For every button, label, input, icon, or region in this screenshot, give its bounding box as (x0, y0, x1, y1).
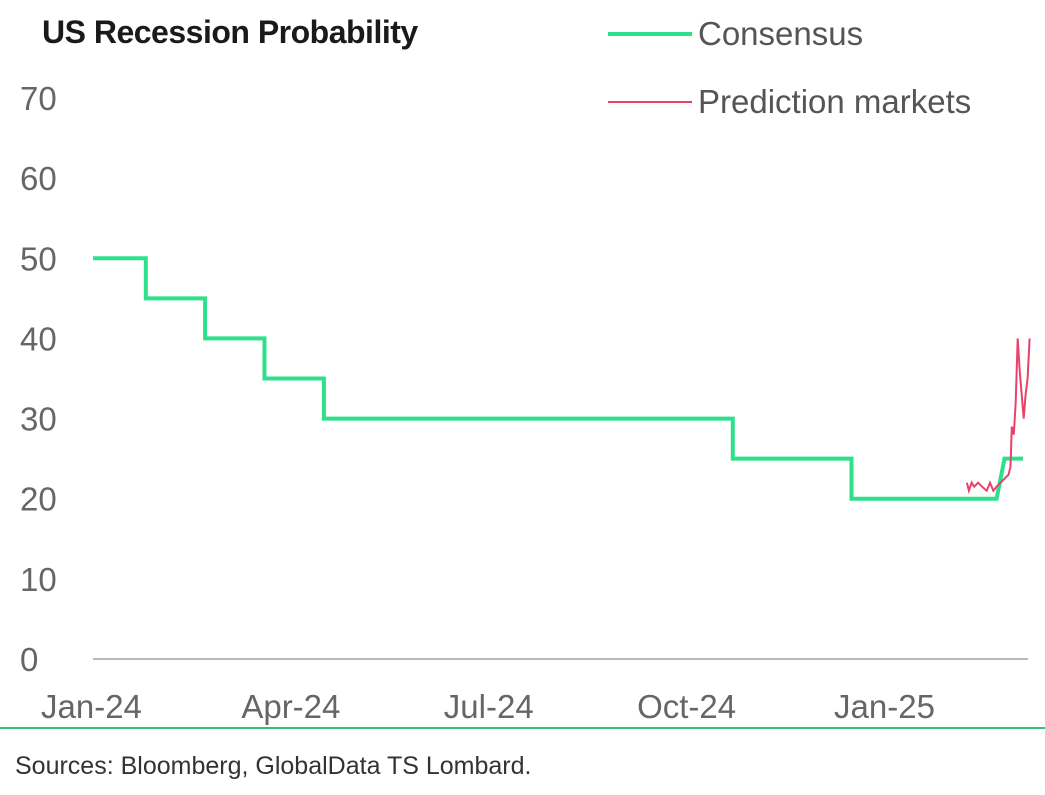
x-tick-label: Apr-24 (241, 688, 340, 725)
x-tick-label: Jan-25 (834, 688, 935, 725)
series-line-consensus (93, 256, 1023, 501)
series-line-prediction-markets (965, 338, 1031, 495)
legend-item-prediction-markets: Prediction markets (608, 82, 971, 122)
legend-swatch-prediction-markets (608, 101, 692, 103)
y-tick-label: 70 (20, 80, 57, 117)
footer-divider (0, 727, 1045, 729)
x-tick-label: Jan-24 (41, 688, 142, 725)
y-tick-label: 0 (20, 641, 38, 678)
sources-note: Sources: Bloomberg, GlobalData TS Lombar… (15, 752, 532, 780)
legend-item-consensus: Consensus (608, 14, 863, 54)
y-tick-label: 60 (20, 160, 57, 197)
y-tick-label: 40 (20, 320, 57, 357)
y-tick-label: 10 (20, 561, 57, 598)
y-tick-label: 20 (20, 481, 57, 518)
chart-plot-area: 0 10 20 30 40 50 60 70 Jan-24 Apr-24 Jul-24 Oct-24 J… (20, 80, 1031, 725)
legend-swatch-consensus (608, 32, 692, 36)
legend-label-prediction-markets: Prediction markets (698, 83, 972, 120)
chart-title: US Recession Probability (42, 14, 418, 50)
y-tick-label: 50 (20, 240, 57, 277)
x-tick-label: Oct-24 (637, 688, 736, 725)
x-tick-label: Jul-24 (444, 688, 534, 725)
legend-label-consensus: Consensus (698, 15, 864, 52)
y-tick-label: 30 (20, 401, 57, 438)
